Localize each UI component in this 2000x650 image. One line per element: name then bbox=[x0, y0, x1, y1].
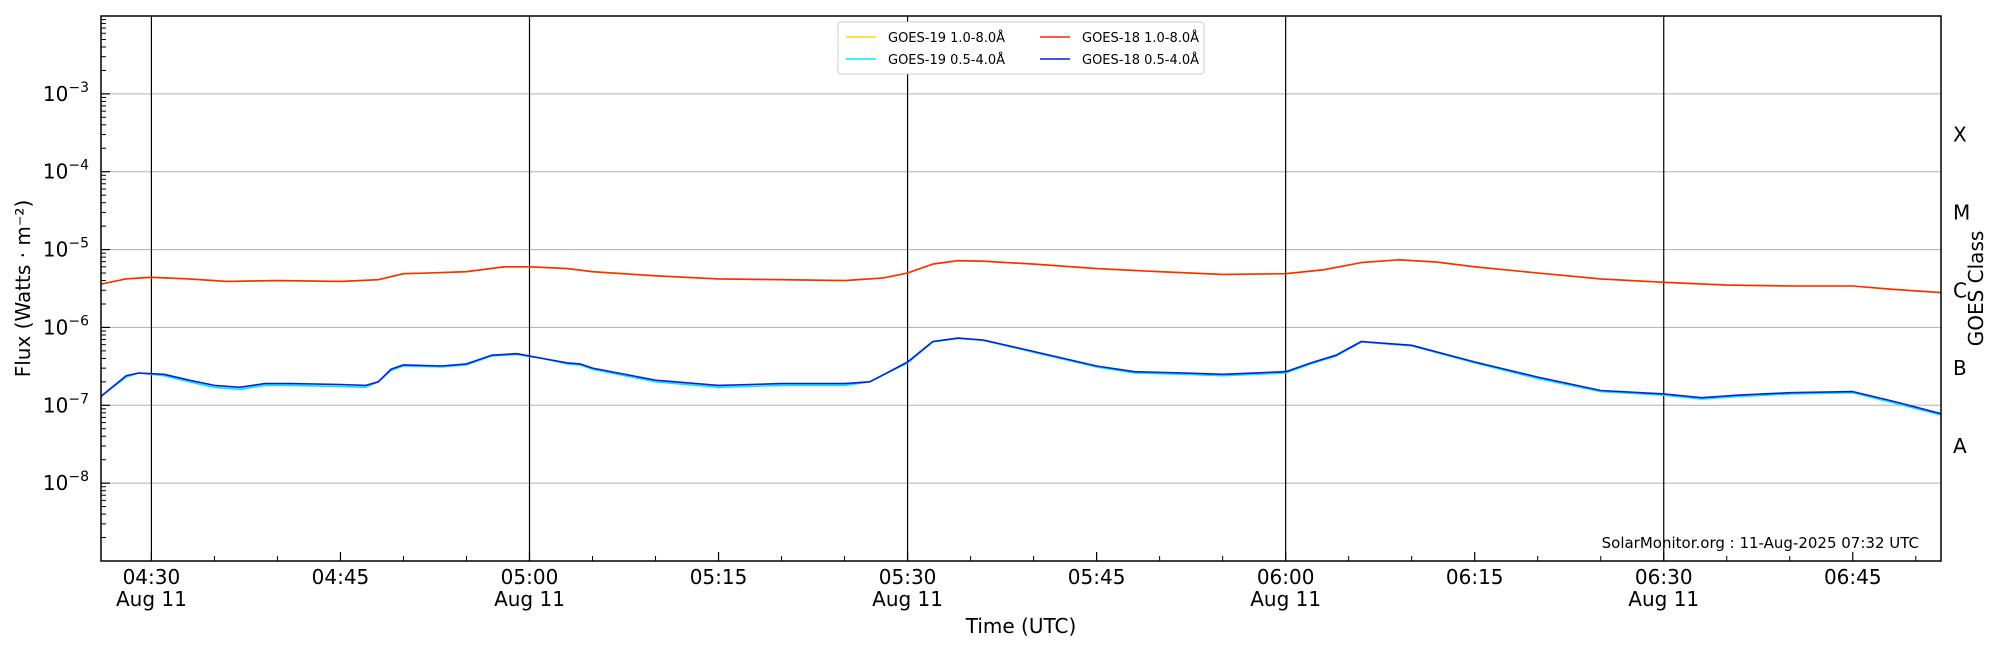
goes-class-label-a: A bbox=[1953, 434, 1967, 458]
plot-frame bbox=[100, 15, 1942, 562]
x-tick-date-2: Aug 11 bbox=[494, 587, 565, 611]
goes-class-label-b: B bbox=[1953, 356, 1967, 380]
x-tick-time-6: 06:00 bbox=[1257, 565, 1315, 589]
legend: GOES-19 1.0-8.0Å GOES-19 0.5-4.0Å GOES-18 … bbox=[837, 21, 1205, 75]
goes-class-label-x: X bbox=[1953, 123, 1967, 147]
series-line-g19_short bbox=[100, 337, 1942, 416]
x-tick-time-3: 05:15 bbox=[690, 565, 748, 589]
x-tick-time-0: 04:30 bbox=[123, 565, 181, 589]
x-tick-time-5: 05:45 bbox=[1068, 565, 1126, 589]
y-tick-label-2: 10−6 bbox=[43, 313, 89, 339]
source-annotation: SolarMonitor.org : 11-Aug-2025 07:32 UTC bbox=[1602, 534, 1919, 552]
series-line-g18_short bbox=[100, 337, 1942, 415]
y-tick-label-5: 10−3 bbox=[43, 80, 89, 106]
x-tick-date-6: Aug 11 bbox=[1250, 587, 1321, 611]
legend-label-g19_short: GOES-19 0.5-4.0Å bbox=[888, 52, 1005, 68]
y-axis-title: Flux (Watts · m⁻²) bbox=[11, 200, 35, 378]
legend-label-g18_short: GOES-18 0.5-4.0Å bbox=[1082, 52, 1199, 68]
x-tick-time-2: 05:00 bbox=[501, 565, 559, 589]
goes-class-label-c: C bbox=[1953, 278, 1967, 302]
x-tick-time-8: 06:30 bbox=[1635, 565, 1693, 589]
gridlines bbox=[101, 93, 1941, 484]
vertical-hour-lines bbox=[150, 16, 1665, 561]
x-tick-date-0: Aug 11 bbox=[116, 587, 187, 611]
x-tick-time-7: 06:15 bbox=[1446, 565, 1504, 589]
y-tick-label-1: 10−7 bbox=[43, 391, 89, 417]
legend-label-g18_long: GOES-18 1.0-8.0Å bbox=[1082, 30, 1199, 46]
y-tick-labels: 10−8 10−7 10−6 10−5 10−4 10−3 bbox=[43, 80, 89, 495]
x-tick-date-8: Aug 11 bbox=[1628, 587, 1699, 611]
series-line-g18_long bbox=[100, 259, 1942, 294]
x-tick-time-9: 06:45 bbox=[1824, 565, 1882, 589]
legend-box bbox=[837, 21, 1205, 75]
y-tick-label-4: 10−4 bbox=[43, 158, 89, 184]
x-tick-date-4: Aug 11 bbox=[872, 587, 943, 611]
goes-class-label-m: M bbox=[1953, 200, 1970, 224]
x-axis-title: Time (UTC) bbox=[965, 614, 1077, 638]
right-axis-title: GOES Class bbox=[1964, 231, 1988, 347]
x-tick-time-1: 04:45 bbox=[312, 565, 370, 589]
axis-ticks bbox=[101, 19, 1917, 561]
x-tick-time-4: 05:30 bbox=[879, 565, 937, 589]
legend-label-g19_long: GOES-19 1.0-8.0Å bbox=[888, 30, 1005, 46]
y-tick-label-3: 10−5 bbox=[43, 236, 89, 262]
series-lines bbox=[100, 259, 1942, 416]
goes-class-labels: A B C M X bbox=[1953, 123, 1970, 458]
y-tick-label-0: 10−8 bbox=[43, 469, 89, 495]
